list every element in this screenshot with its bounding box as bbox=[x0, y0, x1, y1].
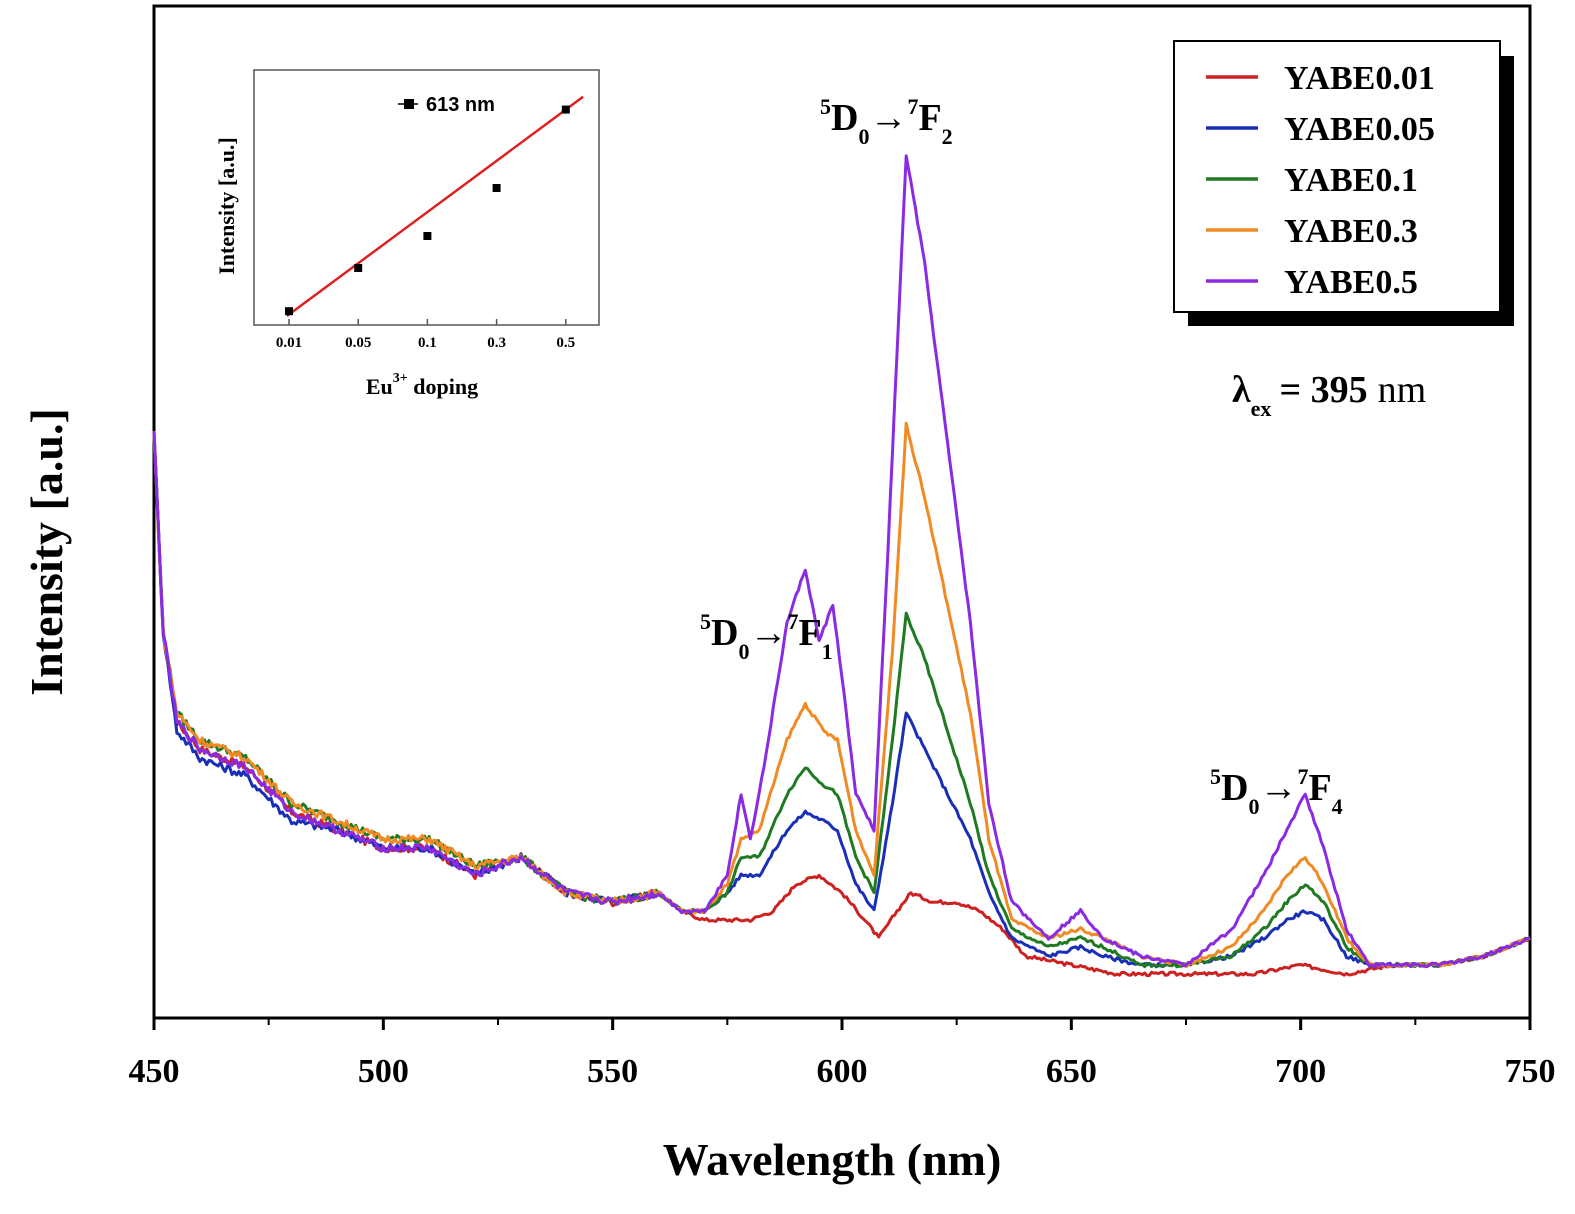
excitation-lambda: λ bbox=[1232, 369, 1251, 411]
x-tick-label-750: 750 bbox=[1505, 1053, 1556, 1090]
inset-point-0.5 bbox=[561, 105, 570, 114]
excitation-value: = 395 bbox=[1279, 369, 1367, 411]
inset-point-0.01 bbox=[285, 307, 293, 316]
excitation-subscript: ex bbox=[1251, 396, 1272, 421]
inset-point-0.1 bbox=[423, 232, 432, 240]
annotation-f4: 5D0→7F4 bbox=[1210, 764, 1343, 819]
legend-label-yabe0.5: YABE0.5 bbox=[1284, 264, 1418, 301]
series-line-yabe0.5 bbox=[152, 154, 1531, 969]
inset-legend: 613 nm bbox=[398, 94, 495, 116]
inset-y-axis-title: Intensity [a.u.] bbox=[214, 137, 239, 275]
x-tick-label-600: 600 bbox=[817, 1053, 868, 1090]
y-axis-title: Intensity [a.u.] bbox=[21, 408, 72, 696]
inset-x-title-rest: doping bbox=[408, 374, 478, 399]
x-axis-ticks: 450 500 550 600 650 700 750 bbox=[129, 1018, 1556, 1090]
inset-x-tick-label-0.5: 0.5 bbox=[556, 335, 575, 351]
annotation-f1: 5D0→7F1 bbox=[700, 609, 833, 664]
inset-x-tick-label-0.1: 0.1 bbox=[418, 335, 437, 351]
legend-label-yabe0.3: YABE0.3 bbox=[1284, 213, 1418, 250]
legend-label-yabe0.05: YABE0.05 bbox=[1284, 111, 1435, 148]
x-tick-label-450: 450 bbox=[129, 1053, 180, 1090]
legend-box bbox=[1173, 40, 1501, 313]
inset-legend-marker bbox=[404, 99, 414, 109]
series-line-yabe0.01 bbox=[152, 430, 1532, 978]
inset-content: 0.01 0.05 0.1 0.3 0.5 bbox=[276, 95, 584, 351]
inset-x-title-base: Eu bbox=[366, 374, 393, 399]
inset-legend-label: 613 nm bbox=[426, 94, 495, 116]
transition-annotations: 5D0→7F1 5D0→7F2 5D0→7F4 bbox=[700, 94, 1343, 819]
inset-frame bbox=[253, 69, 600, 326]
series-line-yabe0.3 bbox=[152, 421, 1531, 969]
x-tick-label-700: 700 bbox=[1275, 1053, 1326, 1090]
x-tick-label-650: 650 bbox=[1046, 1053, 1097, 1090]
legend-label-yabe0.01: YABE0.01 bbox=[1284, 60, 1435, 97]
inset-fit-line bbox=[286, 95, 584, 318]
inset-x-tick-label-0.01: 0.01 bbox=[276, 335, 302, 351]
inset-chart: 0.01 0.05 0.1 0.3 0.5 Intensity [a.u.] Eu3+ … bbox=[214, 69, 600, 399]
legend: YABE0.01 YABE0.05 YABE0.1 YABE0.3 YABE0.5 bbox=[1173, 40, 1514, 326]
inset-x-axis-title: Eu3+ doping bbox=[366, 371, 478, 399]
x-tick-label-550: 550 bbox=[587, 1053, 638, 1090]
legend-label-yabe0.1: YABE0.1 bbox=[1284, 162, 1418, 199]
spectra-series bbox=[152, 154, 1532, 978]
annotation-f2: 5D0→7F2 bbox=[820, 94, 953, 149]
inset-x-tick-label-0.05: 0.05 bbox=[345, 335, 371, 351]
legend-items: YABE0.01 YABE0.05 YABE0.1 YABE0.3 YABE0.5 bbox=[1206, 60, 1435, 301]
x-tick-label-500: 500 bbox=[358, 1053, 409, 1090]
inset-x-title-sup: 3+ bbox=[393, 371, 408, 386]
inset-point-0.05 bbox=[354, 264, 363, 272]
inset-point-0.3 bbox=[492, 184, 501, 192]
excitation-label: λex = 395 nm bbox=[1232, 369, 1426, 421]
inset-x-tick-label-0.3: 0.3 bbox=[487, 335, 506, 351]
x-axis-title: Wavelength (nm) bbox=[663, 1134, 1002, 1185]
excitation-unit: nm bbox=[1378, 369, 1427, 411]
